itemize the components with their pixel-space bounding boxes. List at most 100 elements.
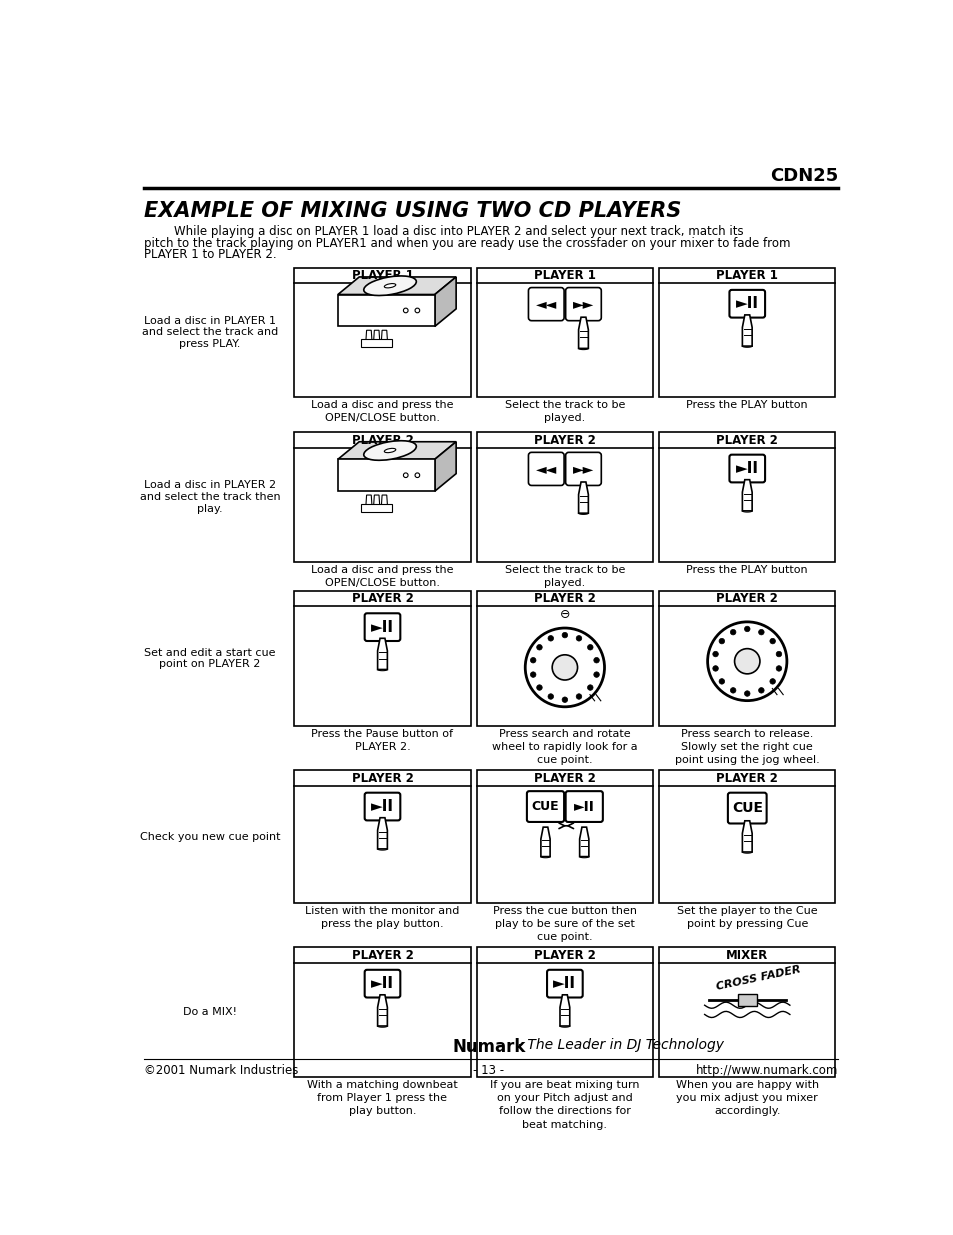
FancyBboxPatch shape (727, 793, 766, 824)
Text: PLAYER 2: PLAYER 2 (716, 592, 778, 605)
Circle shape (403, 309, 408, 312)
Bar (659, 432, 835, 562)
Text: PLAYER 2: PLAYER 2 (534, 433, 596, 447)
Circle shape (734, 648, 760, 674)
Circle shape (415, 473, 419, 478)
Circle shape (707, 622, 786, 700)
Text: PLAYER 2: PLAYER 2 (352, 433, 413, 447)
Polygon shape (374, 495, 379, 506)
Polygon shape (741, 479, 751, 511)
Circle shape (730, 630, 735, 635)
Text: Select the track to be
played.: Select the track to be played. (504, 400, 624, 424)
Text: Load a disc and press the
OPEN/CLOSE button.: Load a disc and press the OPEN/CLOSE but… (311, 564, 454, 588)
Polygon shape (377, 638, 387, 669)
Polygon shape (377, 995, 387, 1026)
Text: EXAMPLE OF MIXING USING TWO CD PLAYERS: EXAMPLE OF MIXING USING TWO CD PLAYERS (144, 200, 680, 221)
Text: Press the PLAY button: Press the PLAY button (686, 400, 807, 410)
Text: ►II: ►II (573, 799, 594, 814)
Text: Load a disc in PLAYER 1
and select the track and
press PLAY.: Load a disc in PLAYER 1 and select the t… (142, 316, 277, 348)
Text: Check you new cue point: Check you new cue point (139, 831, 280, 841)
FancyBboxPatch shape (526, 792, 563, 823)
Text: If you are beat mixing turn
on your Pitch adjust and
follow the directions for
b: If you are beat mixing turn on your Pitc… (490, 1079, 639, 1130)
Bar (659, 592, 835, 726)
Circle shape (561, 632, 567, 637)
Text: http://www.numark.com: http://www.numark.com (696, 1063, 838, 1077)
Polygon shape (578, 482, 588, 514)
Bar (476, 947, 652, 1077)
Text: Set and edit a start cue
point on PLAYER 2: Set and edit a start cue point on PLAYER… (144, 647, 275, 669)
Bar (294, 947, 470, 1077)
Text: Load a disc in PLAYER 2
and select the track then
play.: Load a disc in PLAYER 2 and select the t… (139, 480, 280, 514)
Circle shape (719, 638, 724, 643)
Ellipse shape (363, 275, 416, 295)
Bar (361, 504, 392, 513)
Bar (659, 268, 835, 396)
Text: ►II: ►II (371, 799, 394, 814)
Text: - The Leader in DJ Technology: - The Leader in DJ Technology (517, 1037, 723, 1051)
Bar (659, 771, 835, 903)
FancyBboxPatch shape (565, 288, 600, 321)
Text: Load a disc and press the
OPEN/CLOSE button.: Load a disc and press the OPEN/CLOSE but… (311, 400, 454, 424)
Text: Select the track to be
played.: Select the track to be played. (504, 564, 624, 588)
Bar (476, 771, 652, 903)
Text: ►II: ►II (371, 976, 394, 992)
Text: Press search to release.
Slowly set the right cue
point using the jog wheel.: Press search to release. Slowly set the … (674, 729, 819, 766)
FancyBboxPatch shape (364, 793, 400, 820)
Text: Press the cue button then
play to be sure of the set
cue point.: Press the cue button then play to be sur… (493, 906, 637, 942)
Text: PLAYER 2: PLAYER 2 (534, 592, 596, 605)
Text: ►II: ►II (371, 620, 394, 635)
Text: ◄◄: ◄◄ (535, 462, 557, 475)
Text: Press the Pause button of
PLAYER 2.: Press the Pause button of PLAYER 2. (312, 729, 453, 752)
Text: PLAYER 2: PLAYER 2 (534, 772, 596, 784)
Polygon shape (381, 330, 387, 342)
Circle shape (593, 657, 598, 663)
Bar (361, 340, 392, 347)
Bar (476, 432, 652, 562)
Text: ►II: ►II (735, 461, 758, 475)
Polygon shape (381, 495, 387, 506)
Polygon shape (337, 277, 456, 294)
Polygon shape (578, 317, 588, 348)
Bar (738, 994, 756, 1007)
Bar (659, 947, 835, 1077)
Circle shape (743, 626, 749, 632)
Text: PLAYER 2: PLAYER 2 (352, 948, 413, 962)
Text: Press the PLAY button: Press the PLAY button (686, 564, 807, 574)
Text: CROSS FADER: CROSS FADER (715, 965, 801, 992)
Text: Numark: Numark (452, 1037, 525, 1056)
Text: With a matching downbeat
from Player 1 press the
play button.: With a matching downbeat from Player 1 p… (307, 1079, 457, 1116)
Text: ⊖: ⊖ (559, 608, 570, 620)
Bar (476, 268, 652, 396)
FancyBboxPatch shape (729, 290, 764, 317)
Polygon shape (741, 821, 751, 852)
Circle shape (525, 629, 604, 706)
Polygon shape (579, 827, 588, 857)
Text: ►►: ►► (572, 462, 594, 475)
Bar (476, 592, 652, 726)
Polygon shape (741, 315, 751, 346)
Circle shape (415, 309, 419, 312)
Text: Press search and rotate
wheel to rapidly look for a
cue point.: Press search and rotate wheel to rapidly… (492, 729, 637, 766)
Polygon shape (377, 818, 387, 848)
Circle shape (776, 666, 781, 671)
Circle shape (547, 694, 553, 699)
Bar (294, 268, 470, 396)
Text: PLAYER 1: PLAYER 1 (716, 269, 778, 282)
Bar (294, 771, 470, 903)
Circle shape (712, 666, 718, 671)
FancyBboxPatch shape (364, 969, 400, 998)
Circle shape (547, 636, 553, 641)
Polygon shape (365, 330, 372, 342)
FancyBboxPatch shape (528, 288, 563, 321)
Circle shape (576, 694, 581, 699)
Text: CUE: CUE (731, 802, 762, 815)
Bar (294, 432, 470, 562)
Polygon shape (540, 827, 550, 857)
Circle shape (537, 645, 541, 650)
Ellipse shape (384, 448, 395, 453)
Text: PLAYER 1: PLAYER 1 (534, 269, 596, 282)
Circle shape (593, 672, 598, 677)
Text: PLAYER 2: PLAYER 2 (716, 772, 778, 784)
Text: ►II: ►II (553, 976, 576, 992)
Circle shape (587, 645, 593, 650)
